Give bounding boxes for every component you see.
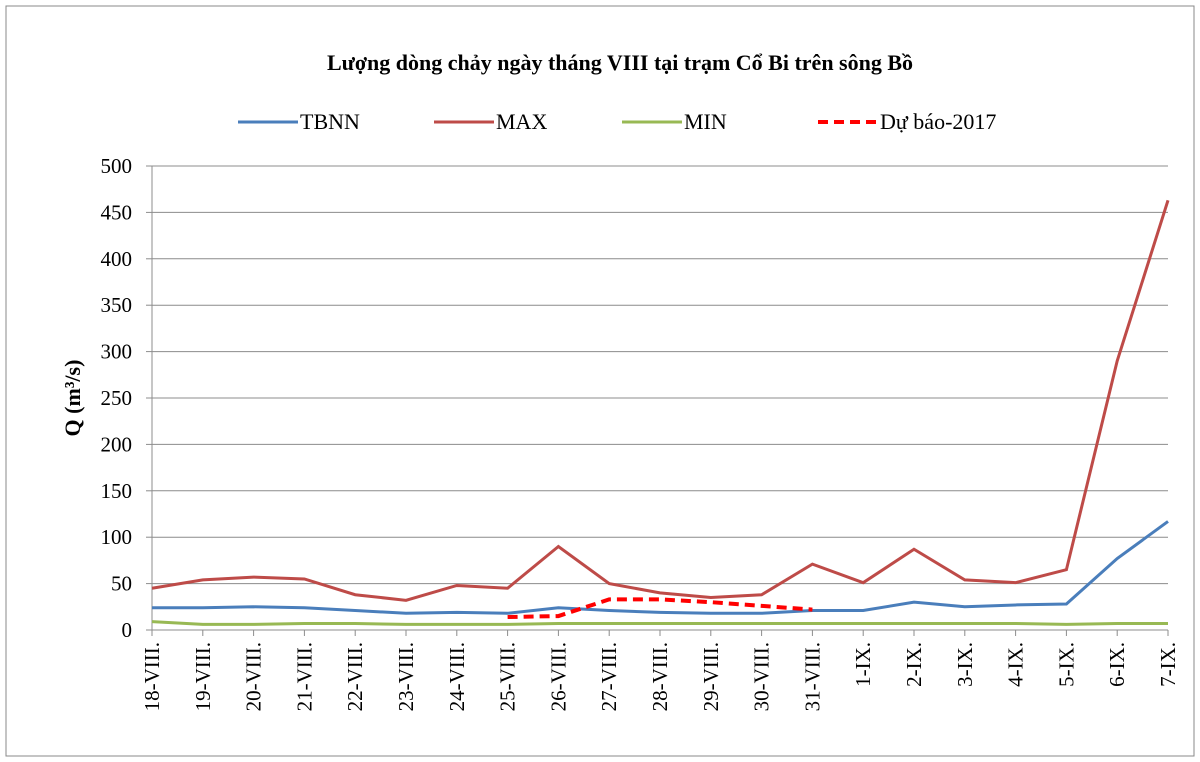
y-tick-label: 450 — [101, 200, 133, 224]
y-tick-label: 0 — [122, 618, 133, 642]
legend-label: MAX — [496, 109, 547, 134]
y-tick-label: 350 — [101, 293, 133, 317]
x-tick-label: 4-IX. — [1004, 642, 1028, 687]
chart-frame — [5, 5, 1195, 757]
x-tick-label: 30-VIII. — [750, 642, 774, 711]
series-line — [151, 199, 1170, 602]
x-tick-label: 24-VIII. — [445, 642, 469, 711]
y-tick-label: 100 — [101, 525, 133, 549]
x-tick-label: 26-VIII. — [546, 642, 570, 711]
legend-label: TBNN — [300, 109, 360, 134]
y-tick-label: 400 — [101, 247, 133, 271]
legend-label: Dự báo-2017 — [880, 109, 996, 134]
x-tick-label: 18-VIII. — [140, 642, 164, 711]
y-tick-label: 500 — [101, 154, 133, 178]
x-tick-label: 25-VIII. — [496, 642, 520, 711]
x-tick-label: 2-IX. — [902, 642, 926, 687]
legend-label: MIN — [684, 109, 727, 134]
chart-title: Lượng dòng chảy ngày tháng VIII tại trạm… — [327, 50, 913, 75]
x-tick-label: 20-VIII. — [242, 642, 266, 711]
y-tick-label: 300 — [101, 340, 133, 364]
x-tick-label: 29-VIII. — [699, 642, 723, 711]
x-tick-label: 3-IX. — [953, 642, 977, 687]
x-tick-label: 21-VIII. — [292, 642, 316, 711]
x-tick-label: 27-VIII. — [597, 642, 621, 711]
y-tick-label: 250 — [101, 386, 133, 410]
y-axis-label: Q (m³/s) — [60, 360, 85, 437]
x-tick-label: 19-VIII. — [191, 642, 215, 711]
series-line — [152, 520, 1169, 615]
x-tick-label: 6-IX. — [1105, 642, 1129, 687]
x-tick-label: 1-IX. — [851, 642, 875, 687]
y-tick-label: 200 — [101, 432, 133, 456]
x-tick-label: 7-IX. — [1156, 642, 1180, 687]
series-line — [151, 620, 1168, 626]
x-tick-label: 23-VIII. — [394, 642, 418, 711]
x-tick-label: 31-VIII. — [800, 642, 824, 711]
series-line — [507, 597, 813, 620]
y-tick-label: 50 — [111, 572, 132, 596]
x-tick-label: 28-VIII. — [648, 642, 672, 711]
y-tick-label: 150 — [101, 479, 133, 503]
x-tick-label: 5-IX. — [1054, 642, 1078, 687]
x-tick-label: 22-VIII. — [343, 642, 367, 711]
